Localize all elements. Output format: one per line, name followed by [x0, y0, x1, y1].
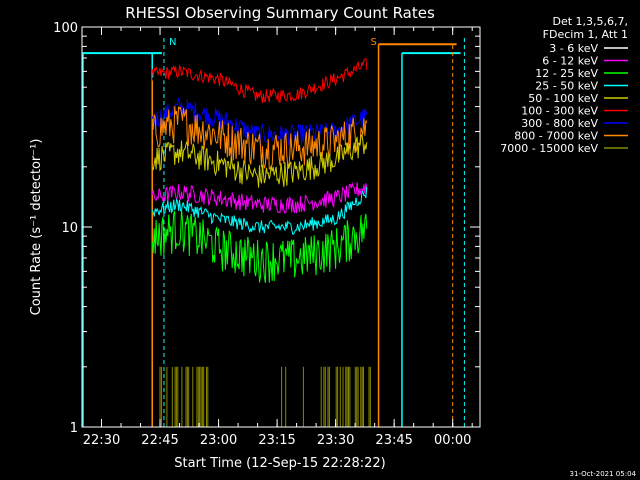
- legend-label: 800 - 7000 keV: [514, 130, 598, 143]
- footer-timestamp: 31-Oct-2021 05:04: [570, 470, 637, 478]
- series-line-3-6kev: [151, 72, 368, 86]
- x-axis-ticks: 22:30 22:45 23:00 23:15 23:30 23:45 00:00: [83, 27, 473, 448]
- x-tick-label: 22:45: [141, 433, 178, 448]
- y-tick-label: 100: [53, 21, 78, 36]
- x-tick-label: 23:30: [317, 433, 354, 448]
- y-tick-label: 1: [70, 421, 78, 436]
- annotation-n: N: [169, 37, 176, 48]
- legend-label: 12 - 25 keV: [535, 67, 598, 80]
- x-tick-label: 23:00: [200, 433, 237, 448]
- x-axis-label: Start Time (12-Sep-15 22:28:22): [174, 456, 385, 471]
- legend-header-line-1: Det 1,3,5,6,7,: [552, 15, 628, 28]
- series-line-12-25kev: [151, 209, 368, 283]
- y-axis-label: Count Rate (s⁻¹ detector⁻¹): [29, 139, 44, 316]
- legend-label: 25 - 50 keV: [535, 80, 598, 93]
- series-line-50-100kev: [151, 132, 368, 188]
- annotation-s: S: [371, 37, 377, 48]
- series-line-100-300kev: [151, 57, 368, 103]
- legend-label: 300 - 800 keV: [521, 117, 598, 130]
- legend: Det 1,3,5,6,7, FDecim 1, Att 1 3 - 6 keV…: [500, 15, 628, 155]
- x-tick-label: 23:45: [375, 433, 412, 448]
- series-line-6-12kev: [151, 181, 368, 214]
- legend-label: 100 - 300 keV: [521, 105, 598, 118]
- legend-label: 3 - 6 keV: [549, 42, 598, 55]
- series-line-25-50kev: [151, 186, 368, 235]
- y-tick-label: 10: [61, 221, 78, 236]
- legend-label: 7000 - 15000 keV: [500, 142, 598, 155]
- x-tick-label: 23:15: [258, 433, 295, 448]
- series-spikes-7000-15000-kev: [159, 366, 371, 427]
- x-tick-label: 00:00: [434, 433, 471, 448]
- legend-label: 50 - 100 keV: [528, 92, 598, 105]
- y-axis-ticks: 1 10 100: [53, 21, 480, 436]
- legend-header-line-2: FDecim 1, Att 1: [543, 28, 628, 41]
- series-line-800-7000kev: [151, 106, 368, 170]
- x-tick-label: 22:30: [83, 433, 120, 448]
- legend-label: 6 - 12 keV: [542, 55, 598, 68]
- chart-title: RHESSI Observing Summary Count Rates: [125, 4, 435, 22]
